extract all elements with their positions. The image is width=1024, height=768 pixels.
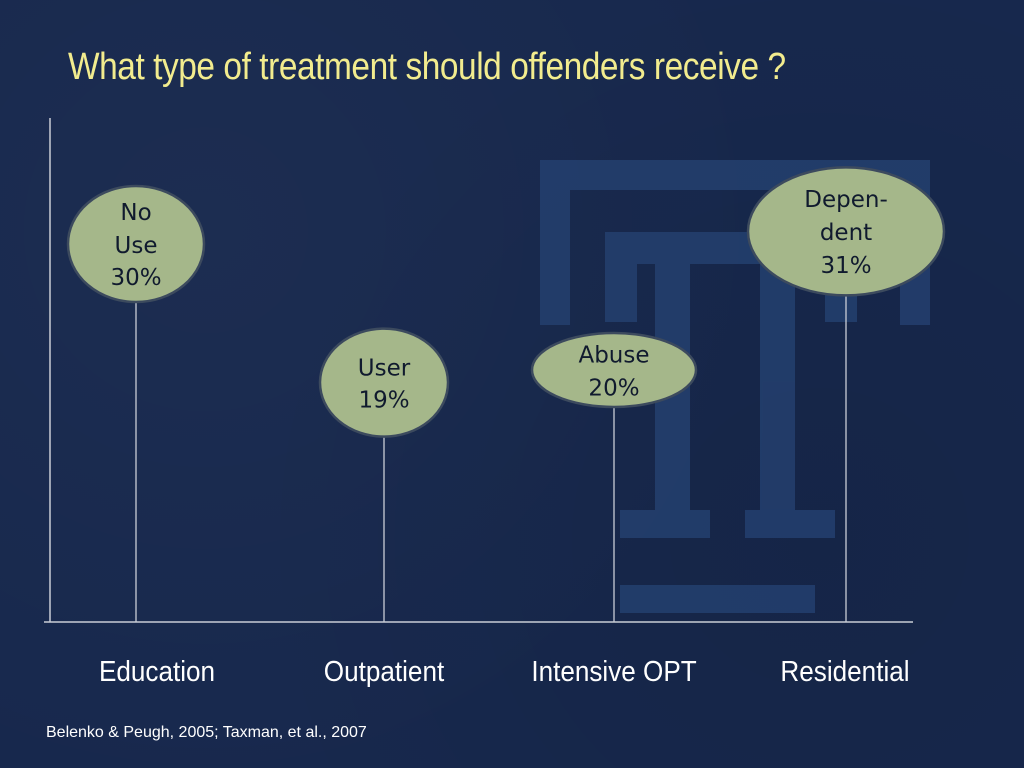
data-label-line: 19% <box>358 387 410 414</box>
bubble-intensive-opt <box>530 331 698 409</box>
bubble-outpatient <box>318 327 450 438</box>
slide-title: What type of treatment should offenders … <box>68 46 786 88</box>
data-label-line: dent <box>819 220 873 247</box>
category-label-outpatient: Outpatient <box>323 656 445 688</box>
data-label-intensive-opt: Abuse 20% <box>578 339 649 404</box>
data-label-residential: Depen-dent 31% <box>804 184 888 282</box>
data-label-line: 30% <box>110 265 162 292</box>
citation: Belenko & Peugh, 2005; Taxman, et al., 2… <box>46 724 367 741</box>
category-label-residential: Residential <box>780 656 910 688</box>
data-label-education: No Use 30% <box>110 197 161 295</box>
data-label-line: 31% <box>820 252 872 279</box>
data-label-line: Abuse <box>578 342 650 369</box>
data-label-line: Use <box>114 232 158 259</box>
data-label-line: No <box>120 200 152 227</box>
bubble-education <box>66 184 206 304</box>
category-label-intensive-opt: Intensive OPT <box>531 656 697 688</box>
data-label-outpatient: User 19% <box>358 352 410 417</box>
data-label-line: 20% <box>588 375 640 401</box>
bubble-residential <box>746 166 946 297</box>
category-label-education: Education <box>98 656 216 688</box>
data-label-line: Depen- <box>804 187 888 214</box>
data-label-line: User <box>357 354 411 381</box>
